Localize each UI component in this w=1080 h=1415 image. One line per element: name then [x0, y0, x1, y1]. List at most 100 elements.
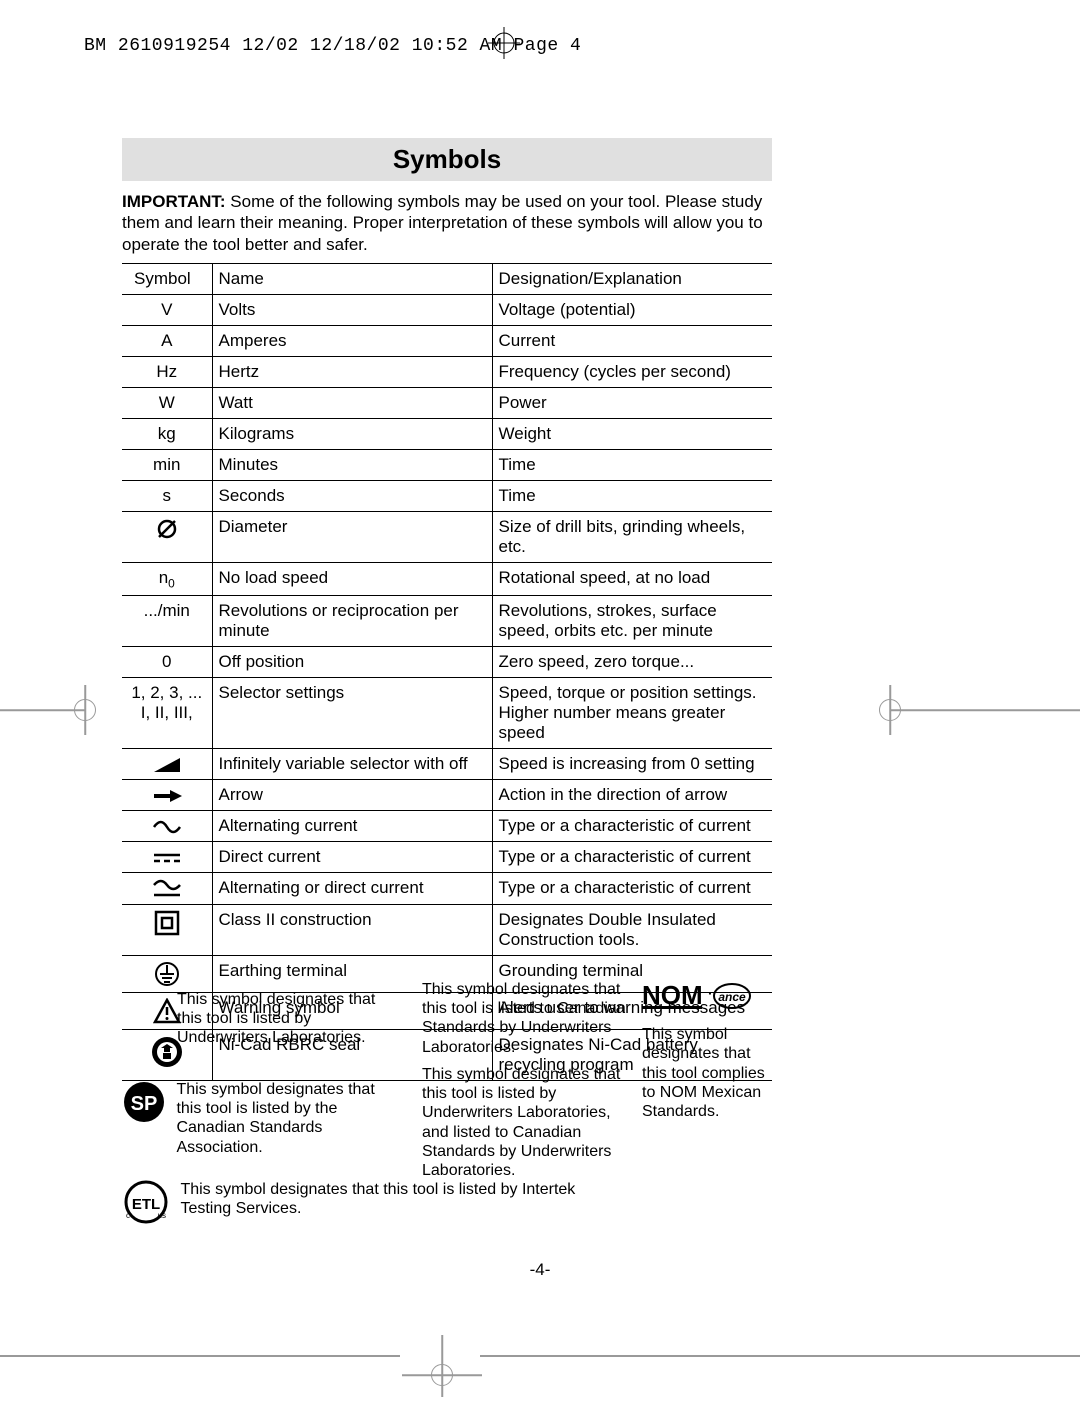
cell-symbol	[122, 955, 212, 992]
cell-symbol: 1, 2, 3, ...I, II, III,	[122, 678, 212, 749]
diameter-icon	[155, 518, 179, 537]
cell-symbol: 0	[122, 647, 212, 678]
table-row: Infinitely variable selector with off Sp…	[122, 749, 772, 780]
cell-name: Alternating current	[212, 811, 492, 842]
table-row: kg Kilograms Weight	[122, 418, 772, 449]
cell-explanation: Zero speed, zero torque...	[492, 647, 772, 678]
dc-icon	[152, 847, 182, 866]
table-row: Arrow Action in the direction of arrow	[122, 780, 772, 811]
svg-text:SP: SP	[131, 1093, 158, 1115]
content-area: Symbols IMPORTANT: Some of the following…	[122, 138, 772, 1081]
table-row: Direct current Type or a characteristic …	[122, 842, 772, 873]
cell-explanation: Time	[492, 480, 772, 511]
cell-name: Diameter	[212, 511, 492, 562]
cell-name: Volts	[212, 294, 492, 325]
cell-explanation: Designates Double Insulated Construction…	[492, 904, 772, 955]
nom-logo-icon: NOM · ance	[642, 980, 772, 1021]
table-row: W Watt Power	[122, 387, 772, 418]
cell-name: Kilograms	[212, 418, 492, 449]
svg-text:ance: ance	[718, 990, 746, 1004]
svg-text:ETL: ETL	[132, 1196, 160, 1213]
csa-logo-icon: SP	[122, 1080, 166, 1129]
cell-explanation: Power	[492, 387, 772, 418]
cell-explanation: Voltage (potential)	[492, 294, 772, 325]
ac-icon	[152, 816, 182, 835]
reg-mark-right-icon	[860, 680, 1080, 740]
cell-name: Class II construction	[212, 904, 492, 955]
acdc-icon	[152, 878, 182, 897]
cell-explanation: Time	[492, 449, 772, 480]
reg-line-bottom-left	[0, 1355, 400, 1357]
cell-name: Amperes	[212, 325, 492, 356]
table-row: V Volts Voltage (potential)	[122, 294, 772, 325]
cell-explanation: Rotational speed, at no load	[492, 562, 772, 595]
cell-name: Selector settings	[212, 678, 492, 749]
col-header-name: Name	[212, 263, 492, 294]
footnote-culus: This symbol designates that this tool is…	[422, 1065, 632, 1180]
table-row: 0 Off position Zero speed, zero torque..…	[122, 647, 772, 678]
reg-mark-bottom-icon	[402, 1335, 482, 1415]
reg-line-bottom-right	[480, 1355, 1080, 1357]
earth-icon	[154, 963, 180, 982]
footnote-nom: NOM · ance This symbol designates that t…	[642, 980, 772, 1121]
cell-symbol: W	[122, 387, 212, 418]
cell-name: Watt	[212, 387, 492, 418]
etl-logo-icon: ETL cus	[122, 1180, 170, 1229]
table-row: n0 No load speed Rotational speed, at no…	[122, 562, 772, 595]
cell-name: Infinitely variable selector with off	[212, 749, 492, 780]
cell-name: Revolutions or reciprocation per minute	[212, 596, 492, 647]
cell-symbol: n0	[122, 562, 212, 595]
cell-name: Arrow	[212, 780, 492, 811]
col-header-explanation: Designation/Explanation	[492, 263, 772, 294]
intro-paragraph: IMPORTANT: Some of the following symbols…	[122, 191, 772, 255]
table-row: .../min Revolutions or reciprocation per…	[122, 596, 772, 647]
cell-name: Alternating or direct current	[212, 873, 492, 905]
footnote-etl: ETL cus This symbol designates that this…	[122, 1180, 582, 1229]
table-row: Alternating current Type or a characteri…	[122, 811, 772, 842]
arrow-icon	[152, 785, 182, 804]
cell-symbol	[122, 873, 212, 905]
cell-symbol: .../min	[122, 596, 212, 647]
cell-symbol: A	[122, 325, 212, 356]
reg-mark-header-icon	[488, 27, 520, 59]
section-title: Symbols	[122, 138, 772, 181]
cell-name: Off position	[212, 647, 492, 678]
cell-explanation: Speed is increasing from 0 setting	[492, 749, 772, 780]
cell-explanation: Size of drill bits, grinding wheels, etc…	[492, 511, 772, 562]
svg-text:c: c	[126, 1211, 130, 1220]
page-number: -4-	[530, 1260, 551, 1280]
cell-symbol	[122, 842, 212, 873]
cell-symbol	[122, 749, 212, 780]
cell-symbol: V	[122, 294, 212, 325]
cell-symbol: Hz	[122, 356, 212, 387]
table-row: Diameter Size of drill bits, grinding wh…	[122, 511, 772, 562]
manual-page: BM 2610919254 12/02 12/18/02 10:52 AM Pa…	[0, 0, 1080, 1397]
svg-text:NOM: NOM	[642, 980, 703, 1010]
cell-symbol: kg	[122, 418, 212, 449]
footnote-csa: SP This symbol designates that this tool…	[122, 1080, 392, 1157]
ramp-icon	[152, 754, 182, 773]
class2-icon	[154, 912, 180, 931]
cell-name: No load speed	[212, 562, 492, 595]
cell-symbol: min	[122, 449, 212, 480]
cell-explanation: Action in the direction of arrow	[492, 780, 772, 811]
intro-bold: IMPORTANT:	[122, 192, 226, 211]
cell-symbol	[122, 811, 212, 842]
cell-symbol	[122, 780, 212, 811]
print-header: BM 2610919254 12/02 12/18/02 10:52 AM Pa…	[84, 36, 581, 56]
cell-explanation: Type or a characteristic of current	[492, 873, 772, 905]
table-row: A Amperes Current	[122, 325, 772, 356]
cell-explanation: Speed, torque or position settings. High…	[492, 678, 772, 749]
cell-name: Seconds	[212, 480, 492, 511]
cell-explanation: Weight	[492, 418, 772, 449]
table-row: 1, 2, 3, ...I, II, III, Selector setting…	[122, 678, 772, 749]
svg-text:·: ·	[708, 985, 713, 1001]
cell-explanation: Revolutions, strokes, surface speed, orb…	[492, 596, 772, 647]
table-row: Alternating or direct current Type or a …	[122, 873, 772, 905]
footnote-cul: This symbol designates that this tool is…	[422, 980, 632, 1057]
table-row: Hz Hertz Frequency (cycles per second)	[122, 356, 772, 387]
cell-name: Minutes	[212, 449, 492, 480]
cell-symbol: s	[122, 480, 212, 511]
cell-name: Hertz	[212, 356, 492, 387]
cell-name: Direct current	[212, 842, 492, 873]
